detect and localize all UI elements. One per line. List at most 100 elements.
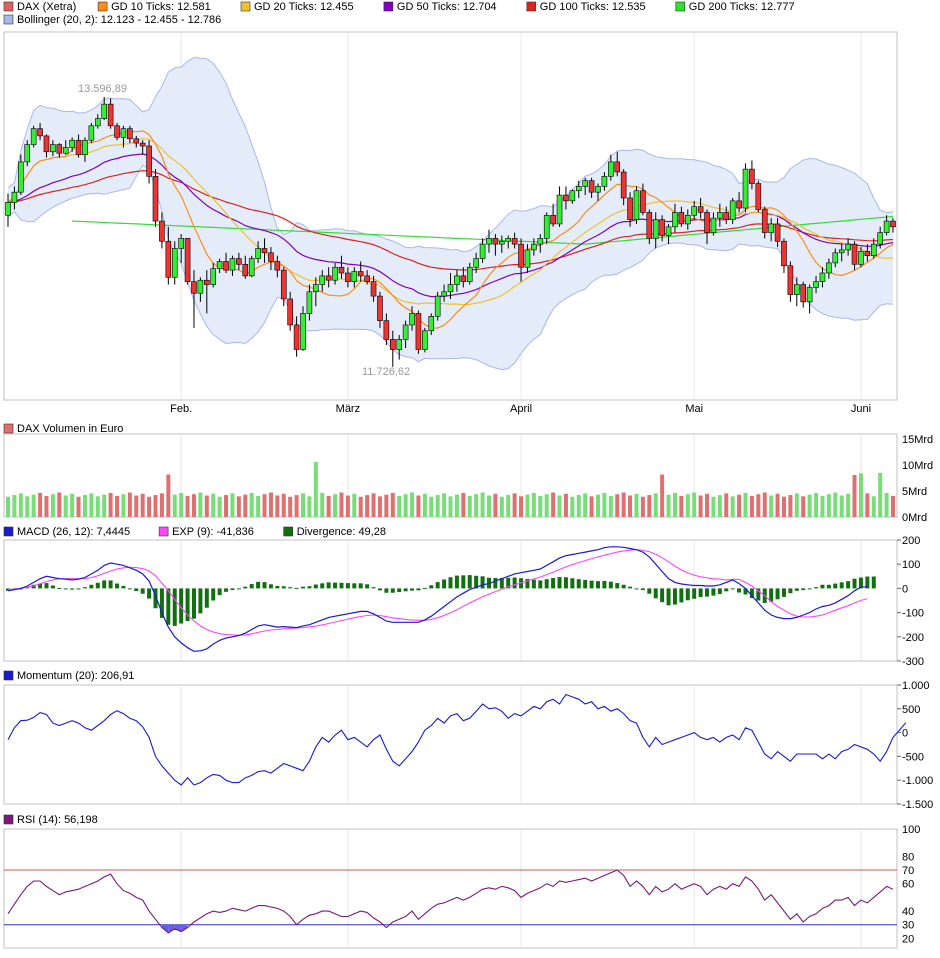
divergence-bar	[281, 586, 286, 589]
volume-bar	[352, 493, 357, 517]
divergence-bar	[294, 587, 299, 589]
legend-item-rsi: RSI (14): 56,198	[3, 814, 98, 826]
candle-body	[723, 212, 730, 220]
divergence-bar	[95, 582, 100, 589]
candle	[627, 192, 633, 227]
volume-bar	[288, 496, 293, 517]
candle	[415, 310, 422, 354]
divergence-bar	[358, 583, 363, 589]
candle	[223, 252, 229, 274]
divergence-bar	[352, 583, 357, 589]
candle	[479, 238, 486, 263]
divergence-bar	[172, 588, 177, 626]
candle	[684, 209, 691, 230]
y-tick-label: -1.000	[902, 775, 933, 787]
divergence-bar	[371, 587, 376, 589]
candle-body	[345, 272, 351, 282]
candle	[851, 241, 858, 271]
volume-bar	[493, 493, 498, 517]
volume-bar	[647, 495, 652, 517]
volume-bar	[499, 496, 504, 517]
y-tick-label: -100	[902, 608, 924, 620]
candle	[338, 255, 345, 279]
y-tick-label: 15Mrd	[902, 434, 933, 446]
candle-body	[864, 251, 871, 256]
candle-body	[402, 324, 409, 340]
candle	[652, 212, 659, 249]
divergence-bar	[506, 577, 511, 589]
candle-body	[325, 275, 332, 281]
candle	[723, 206, 730, 224]
volume-bar	[44, 495, 49, 517]
candle-body	[82, 139, 88, 155]
divergence-bar	[326, 582, 331, 589]
volume-bar	[294, 495, 299, 517]
candle-body	[826, 262, 832, 274]
candle	[563, 186, 569, 210]
candle-body	[274, 261, 281, 271]
candle-body	[268, 252, 274, 262]
divergence-bar	[339, 582, 344, 589]
volume-bar	[31, 494, 36, 517]
y-tick-label: -200	[902, 632, 924, 644]
candle	[184, 238, 191, 285]
candle-body	[434, 295, 441, 317]
candle	[159, 212, 165, 249]
candle	[704, 209, 710, 245]
volume-bar	[140, 493, 145, 517]
candle	[806, 284, 813, 314]
volume-bar	[705, 493, 710, 517]
divergence-bar	[140, 588, 145, 594]
divergence-bar	[416, 588, 421, 591]
volume-bar	[653, 493, 658, 517]
y-tick-label: 0	[902, 583, 908, 595]
divergence-bar	[365, 584, 370, 589]
candle	[152, 169, 159, 227]
candle	[428, 313, 435, 336]
divergence-bar	[204, 588, 209, 608]
candle-body	[710, 217, 717, 233]
candle	[37, 122, 43, 141]
candle	[761, 206, 768, 239]
legend-label: Divergence: 49,28	[297, 526, 386, 538]
candle	[499, 235, 505, 253]
volume-bar	[814, 492, 819, 517]
candle-body	[511, 238, 518, 245]
candle-body	[877, 232, 883, 245]
candle-body	[595, 186, 601, 193]
volume-bar	[557, 495, 562, 517]
divergence-bar	[596, 581, 600, 589]
y-tick-label: 100	[902, 559, 920, 571]
candle-body	[357, 271, 364, 277]
candle-body	[210, 268, 217, 285]
legend-label: RSI (14): 56,198	[17, 814, 98, 826]
candle	[345, 267, 351, 288]
candle	[255, 241, 261, 263]
bollinger-band	[8, 57, 893, 370]
candle-body	[447, 284, 454, 293]
candle-body	[652, 219, 659, 239]
divergence-bar	[814, 587, 819, 589]
candle	[101, 96, 107, 121]
candle-body	[819, 272, 826, 282]
candle	[30, 125, 37, 148]
volume-bar	[762, 492, 767, 517]
divergence-bar	[615, 583, 620, 589]
divergence-bar	[756, 588, 761, 601]
candle	[364, 270, 370, 285]
divergence-bar	[672, 588, 677, 605]
candle	[248, 255, 255, 278]
divergence-bar	[397, 588, 402, 593]
volume-bar	[320, 492, 325, 517]
volume-bar	[18, 493, 23, 517]
candle-body	[139, 142, 146, 147]
macd-line	[7, 546, 868, 652]
volume-bar	[416, 495, 421, 517]
candle-body	[601, 176, 608, 187]
candle-body	[646, 212, 653, 239]
volume-bar	[256, 495, 261, 517]
rsi-oversold-fill	[161, 924, 169, 933]
candle-body	[543, 214, 550, 239]
volume-bar	[403, 494, 408, 517]
volume-bar	[377, 496, 382, 517]
